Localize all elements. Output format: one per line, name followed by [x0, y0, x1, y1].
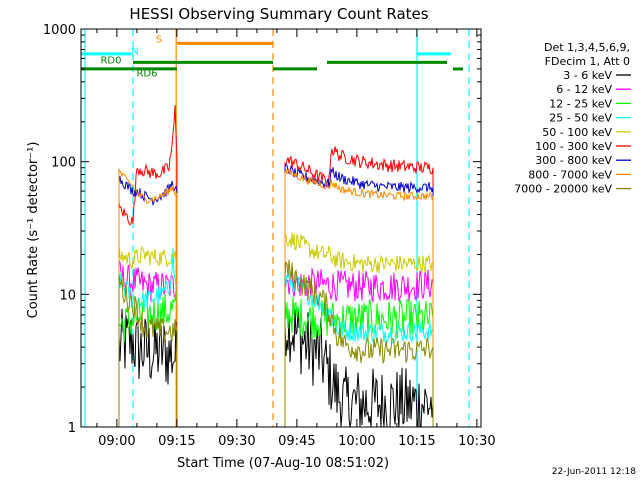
y-tick-label: 100 [51, 156, 76, 171]
footer-timestamp: 22-Jun-2011 12:18 [552, 467, 636, 477]
x-axis-label: Start Time (07-Aug-10 08:51:02) [177, 456, 389, 471]
legend-label-6-12-kev: 6 - 12 keV [556, 83, 612, 96]
legend-label-300-800-kev: 300 - 800 keV [535, 154, 612, 167]
legend-header-line: FDecim 1, Att 0 [545, 55, 630, 68]
x-tick-label: 10:15 [398, 434, 435, 449]
y-tick-label: 1000 [43, 23, 76, 38]
legend-label-12-25-kev: 12 - 25 keV [549, 97, 612, 110]
x-tick-label: 09:00 [98, 434, 135, 449]
series-50-100-kev-segment-1 [118, 245, 178, 427]
series-800-7000-kev-segment-1 [118, 168, 178, 427]
series-6-12-kev-segment-2 [284, 268, 434, 427]
series-300-800-kev-segment-2 [284, 163, 434, 427]
plot-frame [80, 28, 482, 428]
x-tick-label: 10:00 [338, 434, 375, 449]
axis-ticks: 09:00 09:15 09:30 09:45 10:00 10:15 10:30 1 10 10… [43, 23, 496, 449]
legend-label-50-100-kev: 50 - 100 keV [542, 126, 612, 139]
state-label-n: N [131, 46, 138, 57]
y-tick-label: 1 [68, 421, 76, 436]
series-3-6-kev-segment-1 [118, 308, 178, 427]
series-3-6-kev-segment-2 [284, 309, 434, 428]
legend-label-800-7000-kev: 800 - 7000 keV [528, 168, 612, 181]
y-axis-label: Count Rate (s⁻¹ detector⁻¹) [26, 142, 41, 319]
state-label-rd0: RD0 [100, 55, 121, 66]
legend-label-25-50-kev: 25 - 50 keV [549, 112, 612, 125]
series-800-7000-kev-segment-2 [284, 167, 434, 427]
x-tick-label: 09:15 [158, 434, 195, 449]
legend: Det 1,3,4,5,6,9,FDecim 1, Att 03 - 6 keV… [514, 41, 631, 196]
series-300-800-kev-segment-1 [118, 176, 178, 427]
series-100-300-kev-segment-2 [284, 146, 434, 427]
series-100-300-kev-segment-1 [118, 105, 178, 427]
vertical-markers [84, 29, 470, 427]
x-tick-label: 09:45 [278, 434, 315, 449]
legend-header-line: Det 1,3,4,5,6,9, [544, 41, 630, 54]
legend-label-3-6-kev: 3 - 6 keV [563, 69, 612, 82]
state-label-s: S [156, 34, 162, 45]
x-tick-label: 09:30 [218, 434, 255, 449]
series-12-25-kev-segment-2 [284, 296, 434, 427]
legend-label-100-300-kev: 100 - 300 keV [535, 140, 612, 153]
chart-title: HESSI Observing Summary Count Rates [129, 5, 428, 23]
series-25-50-kev-segment-1 [118, 248, 178, 427]
state-label-rd6: RD6 [136, 69, 157, 80]
series-25-50-kev-segment-2 [284, 271, 434, 427]
series-50-100-kev-segment-2 [284, 232, 434, 427]
series-layer [118, 105, 434, 428]
y-tick-label: 10 [59, 288, 76, 303]
legend-label-7000-20000-kev: 7000 - 20000 keV [514, 183, 612, 196]
series-7000-20000-kev-segment-1 [118, 273, 178, 427]
x-tick-label: 10:30 [458, 434, 495, 449]
state-bars: N S RD0 RD6 [81, 34, 463, 80]
series-7000-20000-kev-segment-2 [284, 259, 434, 427]
